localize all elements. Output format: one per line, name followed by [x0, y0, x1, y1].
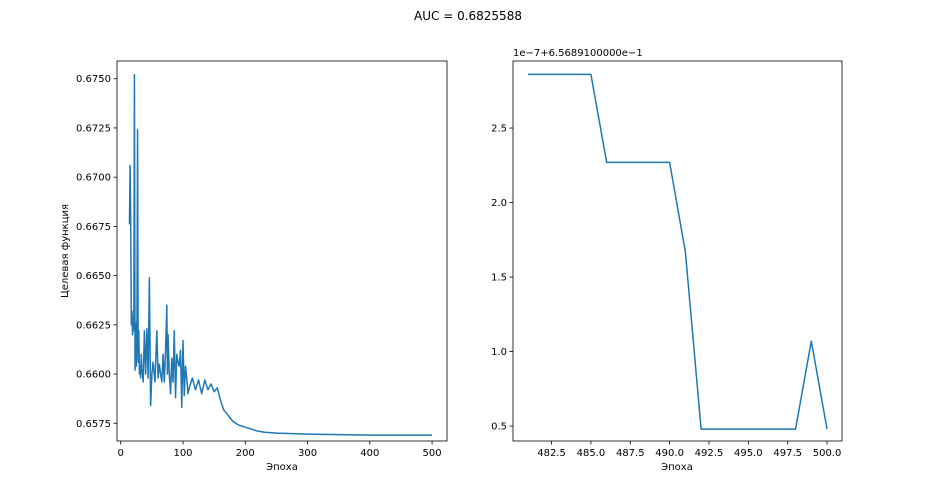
left-plot-series-0 [128, 74, 433, 436]
right-plot-y-tick-label: 2.0 [491, 198, 507, 209]
left-plot-x-tick-label: 400 [360, 448, 379, 459]
left-plot-y-tick-label: 0.6675 [76, 222, 111, 233]
left-plot: 0 100 200 300 400 500 0.6575 0.6600 0.6625 0.665… [60, 60, 448, 473]
left-plot-y-tick-label: 0.6625 [76, 320, 111, 331]
right-plot-x-tick-label: 490.0 [655, 448, 684, 459]
right-plot-x-tick-label: 500.0 [813, 448, 842, 459]
right-plot-y-tick-label: 0.5 [491, 422, 507, 433]
right-plot-x-tick-label: 485.0 [577, 448, 606, 459]
right-plot-x-axis: 482.5 485.0 487.5 490.0 492.5 495.0 497.5 500.0 [537, 441, 841, 459]
left-plot-x-tick-label: 0 [118, 448, 124, 459]
right-plot-x-tick-label: 495.0 [734, 448, 763, 459]
left-plot-x-tick-label: 500 [423, 448, 442, 459]
left-plot-y-tick-label: 0.6575 [76, 419, 111, 430]
right-plot-x-label: Эпоха [661, 462, 693, 473]
left-plot-y-tick-label: 0.6750 [76, 74, 111, 85]
left-plot-x-label: Эпоха [266, 462, 298, 473]
right-plot-series-0 [527, 73, 828, 430]
right-plot-x-tick-label: 497.5 [773, 448, 802, 459]
right-plot-y-tick-label: 1.5 [491, 273, 507, 284]
right-plot-x-tick-label: 482.5 [537, 448, 566, 459]
right-plot-frame [512, 60, 843, 442]
left-plot-y-tick-label: 0.6725 [76, 123, 111, 134]
right-plot-offset-label: 1e−7+6.5689100000e−1 [513, 48, 643, 59]
right-plot-x-tick-label: 492.5 [695, 448, 724, 459]
figure-suptitle: AUC = 0.6825588 [414, 9, 522, 23]
left-plot-x-tick-label: 200 [236, 448, 255, 459]
left-plot-y-axis: 0.6575 0.6600 0.6625 0.6650 0.6675 0.6700 0.67… [76, 74, 117, 430]
left-plot-y-tick-label: 0.6700 [76, 173, 111, 184]
left-plot-x-tick-label: 100 [173, 448, 192, 459]
left-plot-x-tick-label: 300 [298, 448, 317, 459]
left-plot-frame [116, 60, 448, 442]
left-plot-x-axis: 0 100 200 300 400 500 [118, 441, 442, 459]
right-plot-x-tick-label: 487.5 [616, 448, 645, 459]
right-plot-y-axis: 0.5 1.0 1.5 2.0 2.5 [491, 124, 513, 433]
right-plot-y-tick-label: 1.0 [491, 347, 507, 358]
right-plot-series-line [527, 73, 828, 430]
right-plot: 482.5 485.0 487.5 490.0 492.5 495.0 497.5 500.0… [491, 48, 843, 473]
right-plot-y-tick-label: 2.5 [491, 124, 507, 135]
left-plot-y-label: Целевая функция [60, 204, 71, 298]
left-plot-y-tick-label: 0.6600 [76, 370, 111, 381]
left-plot-y-tick-label: 0.6650 [76, 271, 111, 282]
left-plot-series-line [128, 74, 433, 436]
